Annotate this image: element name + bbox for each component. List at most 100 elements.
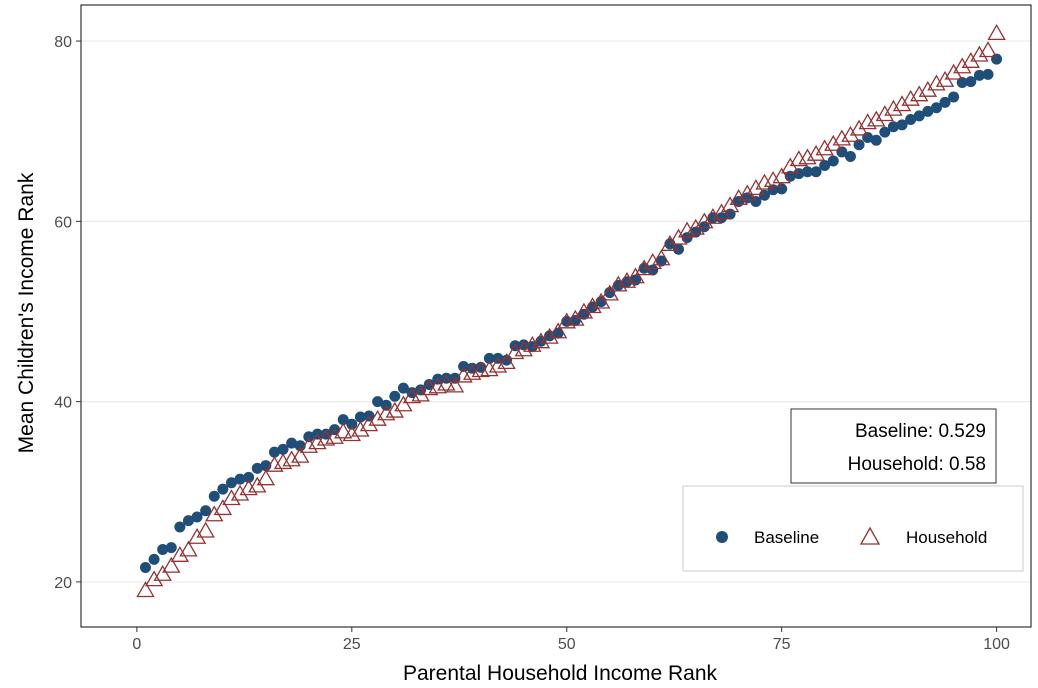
- baseline-point: [139, 562, 151, 574]
- baseline-point: [303, 431, 315, 443]
- baseline-point: [836, 146, 848, 158]
- household-point: [806, 144, 826, 161]
- household-point: [849, 119, 869, 136]
- baseline-point: [225, 477, 237, 489]
- baseline-point: [286, 437, 298, 449]
- household-point: [445, 376, 465, 393]
- baseline-point: [389, 390, 401, 402]
- annotation-baseline: Baseline: 0.529: [855, 421, 986, 442]
- legend-baseline-marker: [716, 531, 728, 543]
- household-point: [918, 80, 938, 97]
- household-point: [325, 427, 344, 444]
- household-point: [299, 436, 319, 453]
- baseline-point: [982, 68, 994, 80]
- x-tick-label: 100: [983, 636, 1010, 653]
- household-point: [342, 425, 362, 442]
- baseline-point: [853, 139, 865, 151]
- household-point: [772, 167, 791, 184]
- y-tick-label: 80: [54, 34, 72, 51]
- household-point: [523, 335, 542, 352]
- baseline-point: [887, 121, 899, 133]
- household-point: [144, 570, 164, 587]
- baseline-point: [148, 553, 160, 565]
- household-point: [394, 395, 413, 412]
- baseline-point: [965, 76, 977, 88]
- baseline-point: [647, 264, 659, 276]
- household-point: [454, 366, 473, 383]
- household-point: [763, 170, 783, 187]
- baseline-point: [243, 471, 255, 483]
- panel-border: [80, 4, 1032, 628]
- x-tick-label: 0: [132, 636, 141, 653]
- household-point: [892, 95, 912, 112]
- household-point: [927, 74, 946, 91]
- household-point: [377, 404, 396, 421]
- baseline-point: [896, 119, 908, 131]
- baseline-point: [844, 150, 856, 162]
- household-point: [798, 148, 817, 165]
- household-point: [703, 207, 723, 224]
- baseline-point: [372, 396, 384, 408]
- household-point: [480, 360, 499, 377]
- baseline-point: [793, 168, 805, 180]
- baseline-point: [397, 382, 409, 394]
- household-point: [677, 221, 697, 238]
- household-point: [591, 292, 611, 309]
- household-point: [832, 129, 852, 146]
- baseline-point: [277, 443, 289, 455]
- baseline-point: [251, 462, 263, 474]
- household-point: [351, 420, 370, 437]
- household-point: [901, 89, 920, 106]
- baseline-point: [750, 196, 762, 208]
- household-point: [282, 450, 301, 467]
- baseline-point: [767, 184, 779, 196]
- household-point: [368, 409, 387, 426]
- household-point: [187, 527, 207, 544]
- baseline-point: [810, 166, 822, 178]
- baseline-point: [475, 361, 487, 373]
- household-point: [170, 545, 190, 562]
- baseline-point: [208, 490, 220, 502]
- household-series: [136, 24, 1006, 598]
- household-point: [634, 259, 654, 276]
- household-point: [179, 540, 198, 557]
- y-tick-label: 40: [54, 395, 72, 412]
- baseline-point: [552, 327, 564, 339]
- baseline-point: [174, 521, 186, 533]
- household-point: [557, 312, 576, 329]
- baseline-series: [139, 53, 1003, 574]
- household-point: [987, 24, 1006, 41]
- baseline-point: [578, 308, 590, 320]
- household-point: [643, 253, 662, 269]
- household-point: [875, 105, 895, 122]
- correlation-annotation: Baseline: 0.529 Household: 0.58: [790, 408, 997, 484]
- household-point: [488, 356, 508, 373]
- household-point: [505, 343, 525, 360]
- household-point: [196, 521, 215, 538]
- baseline-point: [956, 77, 968, 89]
- legend-household-marker: [859, 526, 881, 545]
- baseline-point: [870, 134, 882, 146]
- household-point: [660, 234, 680, 251]
- baseline-point: [801, 166, 813, 178]
- baseline-point: [165, 542, 177, 554]
- baseline-point: [905, 113, 917, 125]
- household-point: [944, 63, 963, 80]
- household-point: [497, 353, 516, 370]
- baseline-point: [268, 446, 280, 458]
- household-point: [359, 415, 379, 432]
- household-point: [841, 125, 860, 142]
- household-point: [686, 218, 705, 235]
- household-point: [531, 332, 551, 349]
- household-point: [910, 85, 929, 102]
- baseline-point: [913, 110, 925, 122]
- baseline-point: [819, 159, 831, 171]
- baseline-point: [758, 189, 770, 201]
- household-point: [265, 455, 284, 472]
- baseline-point: [406, 387, 418, 399]
- baseline-point: [827, 155, 839, 167]
- household-point: [738, 184, 757, 201]
- household-point: [626, 267, 645, 284]
- household-point: [308, 433, 327, 450]
- baseline-point: [191, 511, 203, 523]
